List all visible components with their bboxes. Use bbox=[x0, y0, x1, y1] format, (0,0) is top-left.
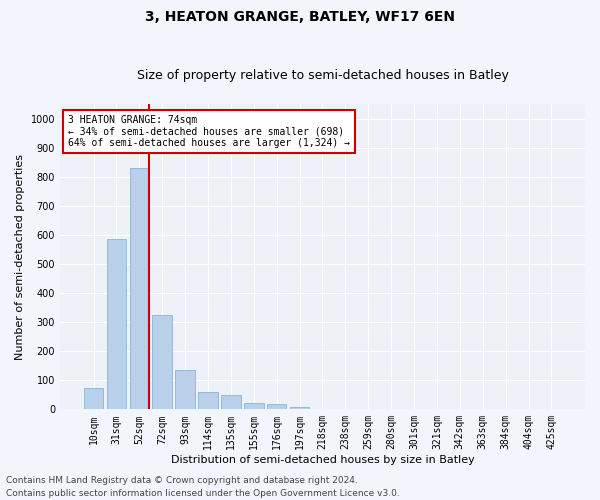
Text: Contains HM Land Registry data © Crown copyright and database right 2024.
Contai: Contains HM Land Registry data © Crown c… bbox=[6, 476, 400, 498]
Bar bbox=[84, 388, 103, 409]
Bar bbox=[267, 404, 286, 409]
Text: 3, HEATON GRANGE, BATLEY, WF17 6EN: 3, HEATON GRANGE, BATLEY, WF17 6EN bbox=[145, 10, 455, 24]
Bar bbox=[152, 315, 172, 410]
Bar bbox=[198, 392, 218, 409]
Bar bbox=[290, 407, 309, 410]
Bar bbox=[221, 396, 241, 409]
Bar bbox=[130, 168, 149, 410]
X-axis label: Distribution of semi-detached houses by size in Batley: Distribution of semi-detached houses by … bbox=[170, 455, 475, 465]
Title: Size of property relative to semi-detached houses in Batley: Size of property relative to semi-detach… bbox=[137, 69, 508, 82]
Bar bbox=[107, 239, 126, 410]
Y-axis label: Number of semi-detached properties: Number of semi-detached properties bbox=[15, 154, 25, 360]
Bar bbox=[175, 370, 195, 410]
Text: 3 HEATON GRANGE: 74sqm
← 34% of semi-detached houses are smaller (698)
64% of se: 3 HEATON GRANGE: 74sqm ← 34% of semi-det… bbox=[68, 114, 350, 148]
Bar bbox=[244, 403, 263, 409]
